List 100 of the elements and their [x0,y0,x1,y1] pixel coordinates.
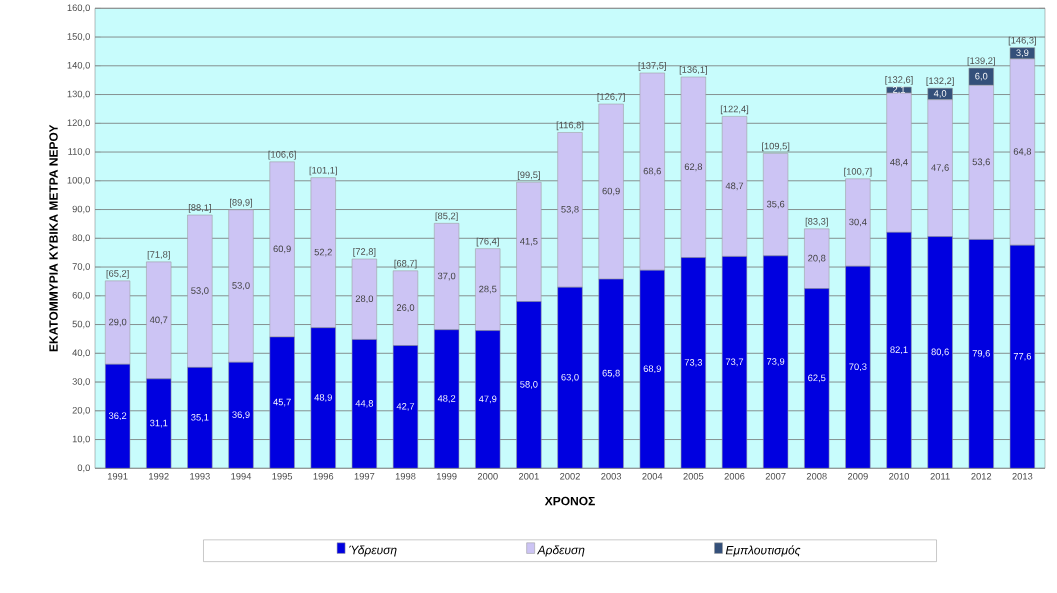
total-label: [146,3] [1008,36,1036,46]
data-label: 68,9 [643,365,661,373]
data-label: 70,3 [849,363,867,371]
data-label: 62,5 [808,374,826,383]
data-label: 73,3 [684,358,703,367]
y-tick-label: 110,0 [68,148,90,156]
total-label: [100,7] [844,167,872,177]
x-tick-label: 1993 [190,472,210,480]
data-label: 44,8 [355,399,374,408]
total-label: [106,6] [268,150,296,160]
data-label: 58,0 [520,380,538,389]
data-label: 53,0 [232,282,250,290]
x-tick-label: 2012 [971,472,992,480]
x-tick-label: 2013 [1012,472,1033,480]
data-label: 62,8 [684,163,703,171]
data-label: 2,1 [892,86,906,94]
y-tick-label: 10,0 [72,435,90,444]
x-tick-label: 2010 [889,472,910,480]
total-label: [76,4] [476,237,499,247]
data-label: 41,5 [520,237,538,246]
total-label: [71,8] [147,250,170,260]
data-label: 53,6 [972,158,990,167]
data-label: 52,2 [314,248,332,257]
data-label: 28,0 [355,295,374,303]
total-label: [101,1] [309,166,337,176]
x-tick-label: 2008 [806,472,827,480]
data-label: 45,7 [273,398,291,407]
x-tick-label: 2011 [930,472,950,480]
y-tick-label: 70,0 [72,263,90,271]
x-tick-label: 2004 [642,472,663,480]
data-label: 35,1 [191,413,209,422]
data-label: 36,2 [108,412,127,420]
y-tick-label: 60,0 [72,291,90,300]
y-tick-label: 90,0 [72,205,90,214]
data-label: 73,9 [767,358,785,366]
legend-label: Εμπλουτισμός [725,545,801,557]
total-label: [68,7] [394,259,417,269]
total-label: [72,8] [353,247,376,257]
total-label: [85,2] [435,212,458,221]
x-tick-label: 2000 [477,472,498,480]
x-axis-title: ΧΡΟΝΟΣ [544,496,595,506]
total-label: [132,6] [885,75,913,85]
data-label: 68,6 [643,167,661,176]
y-tick-label: 130,0 [67,90,90,99]
total-label: [139,2] [967,56,995,66]
total-label: [65,2] [106,269,129,279]
data-label: 31,1 [150,419,168,428]
data-label: 36,9 [232,411,250,419]
data-label: 47,6 [931,164,949,172]
x-tick-label: 1994 [231,472,252,480]
data-label: 40,7 [149,316,168,325]
x-tick-label: 2006 [724,472,745,480]
data-label: 77,6 [1013,352,1032,361]
y-tick-label: 30,0 [72,378,90,386]
data-label: 48,7 [725,182,744,191]
y-tick-label: 40,0 [72,349,90,357]
x-tick-label: 1998 [395,472,416,480]
data-label: 35,6 [766,200,785,209]
data-label: 73,7 [725,358,744,367]
legend-label: Ύδρευση [349,545,397,557]
x-tick-label: 1996 [313,472,334,480]
data-label: 53,8 [561,205,579,214]
data-label: 4,0 [933,89,947,98]
data-label: 48,9 [314,394,332,402]
x-tick-label: 1992 [149,472,169,480]
x-tick-label: 2003 [601,472,622,480]
data-label: 47,9 [478,395,497,404]
y-tick-label: 20,0 [72,406,90,415]
x-tick-label: 2002 [560,472,580,480]
total-label: [83,3] [805,217,828,227]
y-tick-label: 100,0 [67,176,90,185]
data-label: 65,8 [602,369,620,378]
y-tick-label: 140,0 [67,61,90,70]
data-label: 60,9 [273,245,291,254]
data-label: 29,0 [109,318,127,327]
total-label: [109,5] [762,142,790,152]
data-label: 63,0 [561,373,579,382]
y-axis-title: ΕΚΑΤΟΜΜΥΡΙΑ ΚΥΒΙΚΑ ΜΕΤΡΑ ΝΕΡΟΥ [49,124,58,352]
total-label: [99,5] [517,171,540,180]
x-tick-label: 2005 [683,472,704,480]
total-label: [136,1] [679,65,707,75]
x-tick-label: 2007 [765,472,786,480]
x-tick-label: 2001 [518,472,539,480]
data-label: 3,9 [1016,49,1029,57]
y-tick-label: 150,0 [67,33,90,41]
x-tick-label: 2009 [847,472,868,480]
y-tick-label: 160,0 [67,4,90,12]
data-label: 48,2 [437,395,456,403]
total-label: [116,8] [556,121,584,131]
data-label: 80,6 [931,348,949,357]
y-tick-label: 50,0 [72,320,90,329]
y-tick-label: 120,0 [67,119,90,127]
data-label: 30,4 [849,218,867,227]
total-label: [126,7] [597,92,625,102]
total-label: [132,2] [926,77,954,86]
x-tick-label: 1997 [354,472,375,480]
data-label: 64,8 [1013,148,1032,156]
data-label: 42,7 [396,402,415,411]
data-label: 37,0 [437,272,456,281]
data-label: 82,1 [890,346,908,354]
